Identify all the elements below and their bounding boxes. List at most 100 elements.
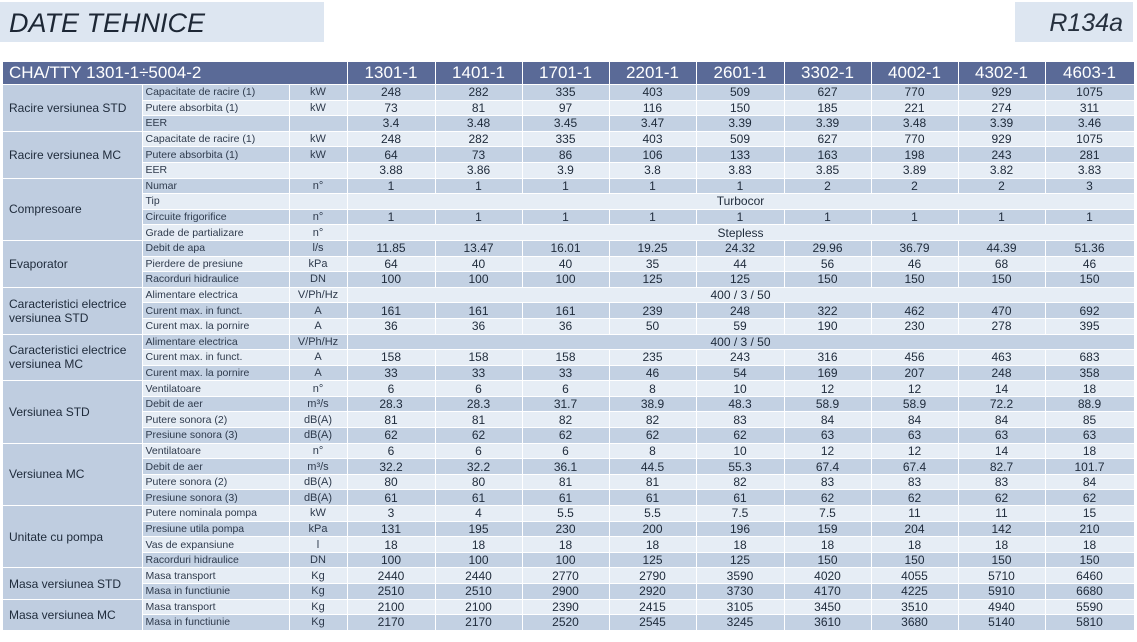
value-cell: 230 xyxy=(871,318,959,335)
group-label: Masa versiunea MC xyxy=(3,599,143,631)
value-cell: 158 xyxy=(522,349,610,366)
value-cell: 462 xyxy=(871,302,959,319)
value-cell: 2100 xyxy=(347,599,436,616)
value-cell: 55.3 xyxy=(696,458,785,475)
parameter-name: Masa transport xyxy=(142,599,290,616)
value-cell: 36 xyxy=(347,318,436,335)
table-row: Debit de aer m³/s 28.3 28.3 31.7 38.9 48.3 58.9… xyxy=(3,396,1135,413)
value-cell: 150 xyxy=(696,100,785,117)
value-cell: 63 xyxy=(1045,427,1135,444)
value-cell: 2520 xyxy=(522,614,610,631)
merged-value-cell: 400 / 3 / 50 xyxy=(347,334,1135,351)
value-cell: 150 xyxy=(871,552,959,569)
value-cell: 4170 xyxy=(784,583,872,600)
parameter-name: Grade de partializare xyxy=(142,224,290,241)
value-cell: 2100 xyxy=(435,599,523,616)
table-row: Presiune sonora (3) dB(A) 62 62 62 62 62 63 63 63… xyxy=(3,427,1135,444)
value-cell: 4055 xyxy=(871,567,959,584)
value-cell: 11.85 xyxy=(347,240,436,257)
table-row: Caracteristici electrice versiunea MC Ali… xyxy=(3,334,1135,382)
value-cell: 159 xyxy=(784,521,872,538)
unit-cell: V/Ph/Hz xyxy=(289,287,348,304)
value-cell: 210 xyxy=(1045,521,1135,538)
value-cell: 56 xyxy=(784,256,872,273)
value-cell: 101.7 xyxy=(1045,458,1135,475)
value-cell: 2545 xyxy=(609,614,697,631)
value-cell: 2390 xyxy=(522,599,610,616)
value-cell: 335 xyxy=(522,131,610,148)
value-cell: 14 xyxy=(958,380,1046,397)
parameter-name: Putere absorbita (1) xyxy=(142,146,290,163)
value-cell: 63 xyxy=(784,427,872,444)
value-cell: 204 xyxy=(871,521,959,538)
value-cell: 1 xyxy=(696,178,785,195)
unit-cell: n° xyxy=(289,443,348,460)
value-cell: 100 xyxy=(347,271,436,288)
table-row: Masa in functiunie Kg 2510 2510 2900 2920 3730… xyxy=(3,583,1135,600)
value-cell: 150 xyxy=(958,552,1046,569)
value-cell: 28.3 xyxy=(347,396,436,413)
value-cell: 3.48 xyxy=(435,115,523,132)
value-cell: 3510 xyxy=(871,599,959,616)
value-cell: 4940 xyxy=(958,599,1046,616)
parameter-name: Capacitate de racire (1) xyxy=(142,84,290,101)
table-row: Compresoare Numar n° 1 1 1 1 1 2 2 2 3 xyxy=(3,178,1135,241)
value-cell: 61 xyxy=(347,489,436,507)
value-cell: 18 xyxy=(1045,443,1135,460)
value-cell: 18 xyxy=(696,536,785,553)
value-cell: 6 xyxy=(435,443,523,460)
value-cell: 150 xyxy=(1045,552,1135,569)
value-cell: 3.39 xyxy=(958,115,1046,132)
table-row: Caracteristici electrice versiunea STD Al… xyxy=(3,287,1135,335)
value-cell: 82 xyxy=(696,474,785,491)
parameter-name: Tip xyxy=(142,193,290,210)
value-cell: 58.9 xyxy=(784,396,872,413)
value-cell: 86 xyxy=(522,146,610,163)
value-cell: 142 xyxy=(958,521,1046,538)
unit-cell: A xyxy=(289,365,348,382)
unit-cell: A xyxy=(289,302,348,319)
table-row: Presiune sonora (3) dB(A) 61 61 61 61 61 62 62 62… xyxy=(3,489,1135,507)
value-cell: 64 xyxy=(347,146,436,163)
unit-cell: m³/s xyxy=(289,458,348,475)
value-cell: 3.47 xyxy=(609,115,697,132)
table-row: Racorduri hidraulice DN 100 100 100 125 125 150… xyxy=(3,271,1135,288)
value-cell: 36 xyxy=(522,318,610,335)
value-cell: 1 xyxy=(522,178,610,195)
value-cell: 62 xyxy=(435,427,523,444)
value-cell: 62 xyxy=(696,427,785,444)
value-cell: 18 xyxy=(958,536,1046,553)
value-cell: 84 xyxy=(871,411,959,429)
model-header: 1701-1 xyxy=(522,62,610,85)
unit-cell: A xyxy=(289,349,348,366)
group-label: Unitate cu pompa xyxy=(3,505,143,569)
value-cell: 6 xyxy=(347,380,436,397)
value-cell: 44.39 xyxy=(958,240,1046,257)
technical-data-table: CHA/TTY 1301-1÷5004-2 1301-1 1401-1 1701… xyxy=(3,62,1135,631)
value-cell: 97 xyxy=(522,100,610,117)
value-cell: 12 xyxy=(871,443,959,460)
value-cell: 82 xyxy=(522,411,610,429)
value-cell: 3245 xyxy=(696,614,785,631)
value-cell: 44 xyxy=(696,256,785,273)
value-cell: 395 xyxy=(1045,318,1135,335)
value-cell: 46 xyxy=(1045,256,1135,273)
value-cell: 61 xyxy=(609,489,697,507)
unit-cell: kW xyxy=(289,131,348,148)
value-cell: 5710 xyxy=(958,567,1046,584)
merged-value-cell: Stepless xyxy=(347,224,1135,241)
value-cell: 5810 xyxy=(1045,614,1135,631)
value-cell: 6460 xyxy=(1045,567,1135,584)
value-cell: 3.39 xyxy=(696,115,785,132)
value-cell: 82.7 xyxy=(958,458,1046,475)
value-cell: 10 xyxy=(696,380,785,397)
value-cell: 3610 xyxy=(784,614,872,631)
value-cell: 62 xyxy=(958,489,1046,507)
value-cell: 230 xyxy=(522,521,610,538)
model-header: 4302-1 xyxy=(958,62,1046,85)
parameter-name: Masa in functiunie xyxy=(142,583,290,600)
value-cell: 158 xyxy=(347,349,436,366)
value-cell: 18 xyxy=(609,536,697,553)
value-cell: 12 xyxy=(784,380,872,397)
value-cell: 81 xyxy=(435,100,523,117)
